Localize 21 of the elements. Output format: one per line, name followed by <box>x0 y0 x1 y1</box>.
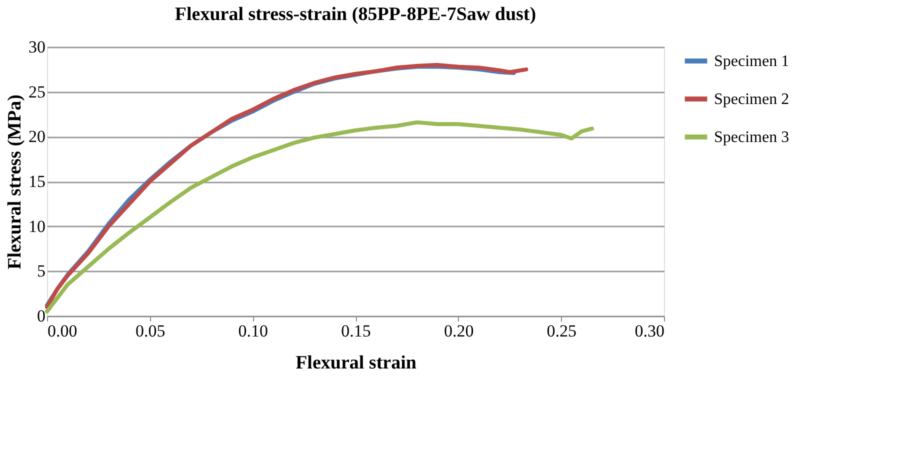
x-tick-label: 0.25 <box>546 322 577 340</box>
x-tick-label: 0.10 <box>238 322 268 340</box>
y-tick-label: 20 <box>28 127 46 146</box>
legend-label: Specimen 3 <box>714 129 790 146</box>
y-tick-label: 25 <box>28 82 46 102</box>
x-tick-label: 0.30 <box>634 322 664 340</box>
legend-label: Specimen 1 <box>714 53 790 70</box>
y-tick-label: 15 <box>28 172 46 191</box>
x-tick-label: 0.15 <box>341 322 371 340</box>
x-tick-label: 0.00 <box>48 322 78 340</box>
y-tick-label: 0 <box>37 306 46 326</box>
y-tick-label: 5 <box>37 262 46 281</box>
legend-label: Specimen 2 <box>714 91 790 108</box>
chart-title: Flexural stress-strain (85PP-8PE-7Saw dust) <box>174 4 536 25</box>
y-tick-label: 10 <box>28 216 46 236</box>
x-tick-label: 0.05 <box>135 322 166 340</box>
y-axis-title: Flexural stress (MPa) <box>4 94 26 270</box>
x-axis-title: Flexural strain <box>296 352 417 374</box>
y-tick-label: 30 <box>28 38 46 56</box>
x-tick-label: 0.20 <box>444 322 474 340</box>
line-series <box>45 120 594 314</box>
